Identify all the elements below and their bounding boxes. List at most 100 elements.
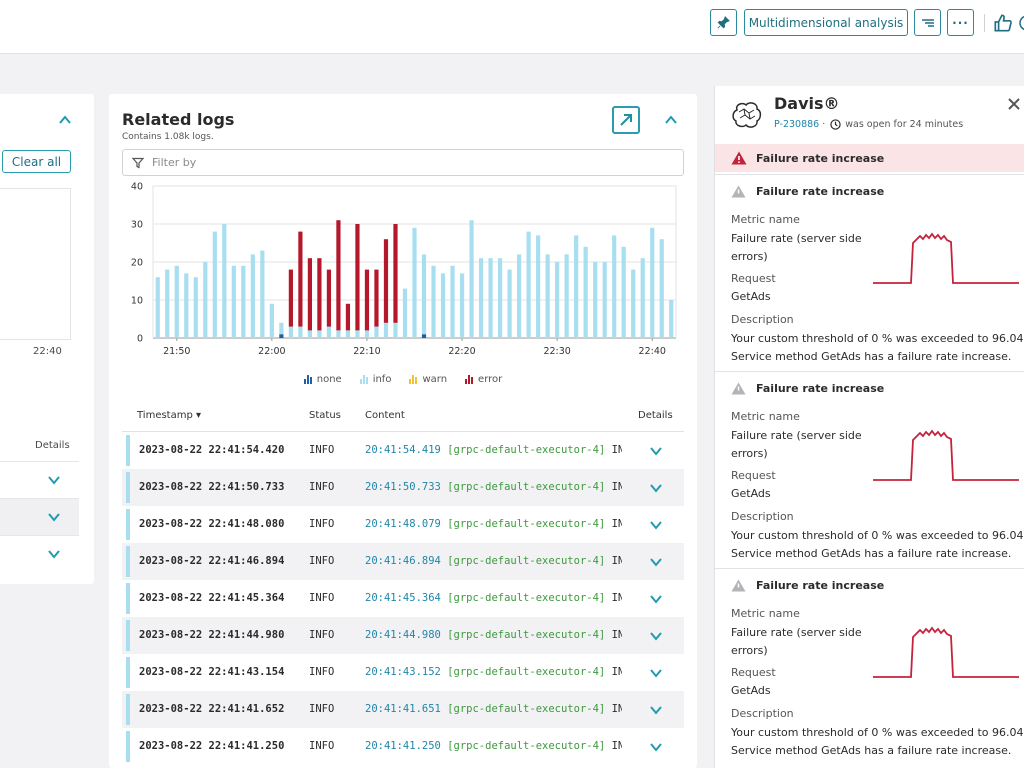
collapse-chevron-icon[interactable] — [58, 114, 72, 126]
bar-info — [250, 254, 255, 338]
bar-info — [288, 326, 293, 338]
x-tick-label: 22:00 — [258, 346, 285, 357]
bar-error — [288, 269, 293, 327]
legend-item-none[interactable]: none — [303, 374, 342, 385]
chevron-down-icon[interactable] — [649, 557, 663, 567]
content-time: 20:41:48.079 — [365, 518, 441, 530]
problem-id-link[interactable]: P-230886 — [774, 119, 820, 130]
multidimensional-analysis-button[interactable]: Multidimensional analysis — [744, 9, 908, 36]
chevron-down-icon[interactable] — [649, 668, 663, 678]
bar-info — [412, 227, 417, 338]
filter-settings-button[interactable] — [914, 9, 941, 36]
content-column-header: Content — [365, 410, 405, 421]
x-tick-label: 22:30 — [543, 346, 570, 357]
chevron-down-icon[interactable] — [649, 631, 663, 641]
log-level-indicator — [126, 509, 130, 540]
clear-all-button[interactable]: Clear all — [2, 150, 71, 173]
event-header: Failure rate increase — [731, 185, 884, 198]
chevron-down-icon[interactable] — [649, 520, 663, 530]
request-value: GetAds — [731, 290, 771, 303]
row-status: INFO — [309, 740, 335, 752]
row-content: 20:41:41.250 [grpc-default-executor-4] I… — [365, 740, 622, 752]
row-status: INFO — [309, 592, 335, 604]
table-row[interactable]: 2023-08-22 22:41:45.364 INFO 20:41:45.364 … — [122, 580, 684, 617]
chevron-down-icon[interactable] — [649, 483, 663, 493]
content-level: INFO — [611, 703, 622, 715]
bar-none — [279, 334, 284, 338]
metric-name-label: Metric name — [731, 607, 800, 620]
row-timestamp: 2023-08-22 22:41:46.894 — [139, 555, 285, 567]
metric-name-label: Metric name — [731, 410, 800, 423]
log-filter[interactable] — [122, 149, 684, 176]
brain-icon — [732, 102, 762, 128]
bar-info — [583, 246, 588, 338]
log-table-body: 2023-08-22 22:41:54.420 INFO 20:41:54.419 … — [122, 432, 684, 765]
description-label: Description — [731, 707, 794, 720]
legend-swatch — [465, 375, 474, 384]
table-row[interactable]: 2023-08-22 22:41:46.894 INFO 20:41:46.894 … — [122, 543, 684, 580]
bar-info — [440, 273, 446, 338]
list-item[interactable] — [0, 535, 79, 572]
chevron-down-icon[interactable] — [649, 742, 663, 752]
metric-name-value: Failure rate (server side errors) — [731, 429, 862, 460]
top-toolbar: Multidimensional analysis ··· — [0, 0, 1024, 54]
event-card[interactable]: Failure rate increase Metric name Failure … — [715, 371, 1024, 568]
chevron-down-icon[interactable] — [47, 512, 61, 522]
content-thread: [grpc-default-executor-4] — [447, 592, 606, 604]
event-card[interactable]: Failure rate increase Metric name Failure … — [715, 568, 1024, 765]
request-value: GetAds — [731, 487, 771, 500]
legend-item-info[interactable]: info — [359, 374, 392, 385]
bar-info — [555, 262, 560, 338]
bar-error — [393, 224, 398, 323]
content-thread: [grpc-default-executor-4] — [447, 629, 606, 641]
bar-error — [326, 269, 332, 327]
banner-title: Failure rate increase — [756, 151, 885, 165]
filter-input[interactable] — [152, 156, 652, 169]
legend-item-error[interactable]: error — [465, 374, 502, 385]
row-timestamp: 2023-08-22 22:41:45.364 — [139, 592, 285, 604]
failure-rate-sparkline — [873, 232, 1019, 284]
list-item[interactable] — [0, 461, 79, 498]
legend-swatch — [303, 375, 312, 384]
content-time: 20:41:54.419 — [365, 444, 441, 456]
chevron-down-icon[interactable] — [649, 446, 663, 456]
list-item[interactable] — [0, 498, 79, 535]
bar-info — [364, 330, 370, 338]
close-icon[interactable] — [1007, 97, 1021, 111]
content-level: INFO — [611, 444, 622, 456]
legend-item-warn[interactable]: warn — [409, 374, 447, 385]
bar-info — [659, 239, 664, 338]
table-row[interactable]: 2023-08-22 22:41:54.420 INFO 20:41:54.419 … — [122, 432, 684, 469]
event-card[interactable]: Failure rate increase Metric name Failure … — [715, 174, 1024, 371]
description-label: Description — [731, 510, 794, 523]
chevron-down-icon[interactable] — [47, 475, 61, 485]
pin-button[interactable] — [710, 9, 737, 36]
table-row[interactable]: 2023-08-22 22:41:41.652 INFO 20:41:41.651 … — [122, 691, 684, 728]
thumbs-up-icon[interactable] — [992, 12, 1014, 34]
legend-label: info — [372, 374, 392, 385]
bar-info — [478, 258, 484, 338]
description-line-2: Service method GetAds has a failure rate… — [731, 350, 1012, 363]
collapse-chevron-icon[interactable] — [664, 114, 678, 126]
row-content: 20:41:43.152 [grpc-default-executor-4] I… — [365, 666, 622, 678]
table-row[interactable]: 2023-08-22 22:41:48.080 INFO 20:41:48.079 … — [122, 506, 684, 543]
bar-info — [184, 273, 189, 338]
table-row[interactable]: 2023-08-22 22:41:41.250 INFO 20:41:41.250 … — [122, 728, 684, 765]
chevron-down-icon[interactable] — [649, 594, 663, 604]
problem-duration: was open for 24 minutes — [845, 119, 964, 130]
table-row[interactable]: 2023-08-22 22:41:43.154 INFO 20:41:43.152 … — [122, 654, 684, 691]
feedback-icon[interactable] — [1016, 12, 1024, 34]
chevron-down-icon[interactable] — [47, 549, 61, 559]
chevron-down-icon[interactable] — [649, 705, 663, 715]
bar-info — [317, 330, 322, 338]
event-header: Failure rate increase — [731, 579, 884, 592]
row-timestamp: 2023-08-22 22:41:50.733 — [139, 481, 285, 493]
table-row[interactable]: 2023-08-22 22:41:44.980 INFO 20:41:44.980 … — [122, 617, 684, 654]
log-level-indicator — [126, 583, 130, 614]
bar-info — [669, 300, 674, 338]
timestamp-column-header[interactable]: Timestamp ▾ — [137, 410, 202, 421]
table-row[interactable]: 2023-08-22 22:41:50.733 INFO 20:41:50.733 … — [122, 469, 684, 506]
open-in-logs-button[interactable] — [612, 106, 640, 134]
bar-info — [222, 224, 227, 338]
more-options-button[interactable]: ··· — [947, 9, 974, 36]
